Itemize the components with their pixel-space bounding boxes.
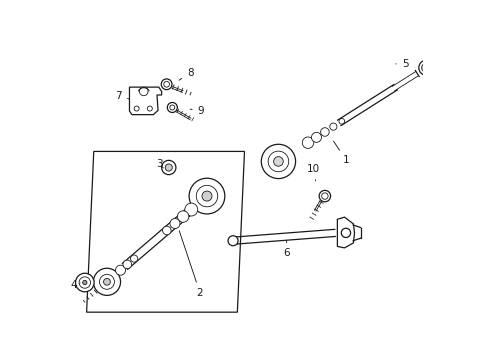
Circle shape bbox=[82, 280, 87, 285]
Circle shape bbox=[196, 185, 217, 207]
Circle shape bbox=[202, 191, 212, 201]
Text: 10: 10 bbox=[306, 164, 319, 181]
Circle shape bbox=[184, 203, 197, 216]
Text: 3: 3 bbox=[156, 159, 163, 169]
Circle shape bbox=[163, 81, 169, 87]
Circle shape bbox=[165, 164, 172, 171]
Circle shape bbox=[320, 128, 328, 136]
Circle shape bbox=[75, 273, 94, 292]
Circle shape bbox=[302, 137, 313, 148]
Text: 8: 8 bbox=[179, 68, 193, 80]
Text: 9: 9 bbox=[190, 106, 204, 116]
Text: 7: 7 bbox=[115, 91, 129, 101]
Circle shape bbox=[130, 255, 138, 262]
Circle shape bbox=[311, 132, 321, 142]
Circle shape bbox=[227, 236, 238, 246]
Circle shape bbox=[319, 190, 330, 202]
Circle shape bbox=[123, 260, 131, 269]
Circle shape bbox=[103, 278, 110, 285]
Circle shape bbox=[161, 79, 172, 90]
Circle shape bbox=[189, 178, 224, 214]
Circle shape bbox=[167, 103, 177, 112]
Circle shape bbox=[79, 277, 90, 288]
Text: 4: 4 bbox=[70, 280, 80, 290]
Circle shape bbox=[418, 60, 433, 75]
Circle shape bbox=[169, 105, 175, 110]
Circle shape bbox=[162, 160, 176, 175]
Circle shape bbox=[170, 219, 180, 229]
Circle shape bbox=[321, 193, 327, 199]
Circle shape bbox=[115, 265, 125, 275]
Text: 5: 5 bbox=[395, 59, 408, 69]
Circle shape bbox=[162, 226, 171, 235]
Circle shape bbox=[421, 63, 430, 72]
Text: 2: 2 bbox=[179, 231, 203, 297]
Circle shape bbox=[267, 151, 288, 172]
Circle shape bbox=[261, 144, 295, 179]
Circle shape bbox=[273, 157, 283, 166]
Circle shape bbox=[341, 228, 350, 238]
Text: 6: 6 bbox=[283, 240, 289, 258]
Circle shape bbox=[338, 118, 344, 124]
Circle shape bbox=[424, 66, 427, 69]
Circle shape bbox=[177, 211, 188, 222]
Circle shape bbox=[99, 274, 114, 289]
Circle shape bbox=[329, 123, 336, 130]
Text: 1: 1 bbox=[333, 141, 349, 165]
Circle shape bbox=[93, 268, 121, 296]
